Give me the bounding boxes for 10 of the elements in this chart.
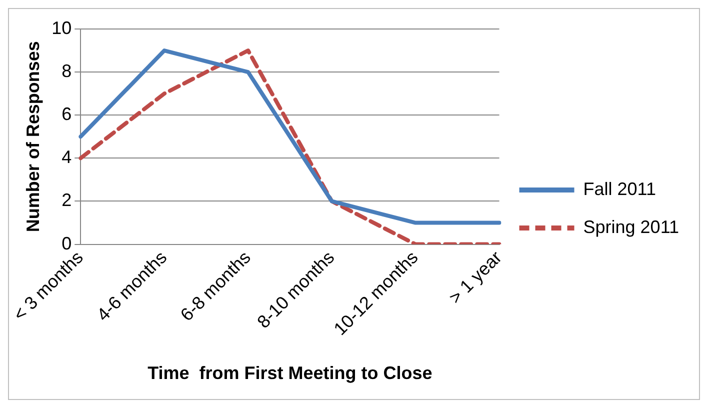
y-tick-label: 10 — [52, 18, 72, 38]
y-axis-title: Number of Responses — [22, 41, 43, 232]
y-tick-label: 2 — [62, 190, 72, 210]
y-tick-label: 0 — [62, 233, 72, 254]
x-axis-title: Time from First Meeting to Close — [148, 363, 432, 384]
legend-label: Spring 2011 — [583, 216, 680, 237]
y-tick-label: 8 — [62, 61, 72, 82]
y-tick-label: 4 — [62, 147, 72, 168]
legend-label: Fall 2011 — [583, 178, 656, 199]
y-tick-label: 6 — [62, 104, 72, 124]
